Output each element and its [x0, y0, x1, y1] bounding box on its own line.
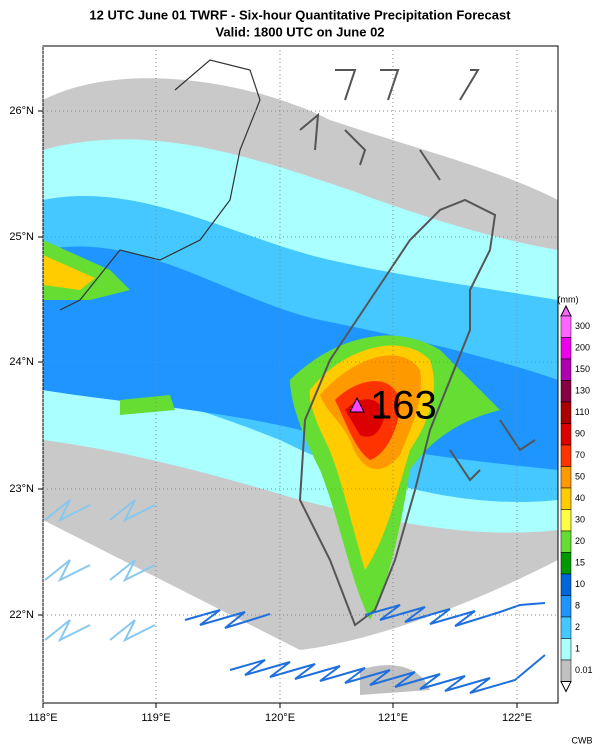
colorbar-box — [560, 573, 572, 596]
colorbar-box — [560, 466, 572, 489]
colorbar-top — [560, 304, 572, 317]
lon-label: 120°E — [265, 712, 295, 724]
lat-label: 26°N — [9, 105, 34, 117]
colorbar-bottom — [560, 681, 572, 693]
map-layer: 163 — [43, 46, 558, 703]
colorbar-box — [560, 423, 572, 446]
subtitle: Valid: 1800 UTC on June 02 — [215, 24, 384, 39]
colorbar-box — [560, 552, 572, 575]
colorbar-label: 0.01 — [575, 665, 593, 675]
colorbar-box — [560, 337, 572, 360]
colorbar-label: 30 — [575, 515, 585, 525]
colorbar-label: 90 — [575, 429, 585, 439]
lon-label: 119°E — [141, 712, 170, 724]
colorbar-unit: (mm) — [558, 294, 579, 304]
wind-barbs — [299, 69, 536, 482]
lat-label: 25°N — [9, 231, 34, 243]
colorbar-box — [560, 358, 572, 381]
colorbar-label: 2 — [575, 622, 580, 632]
colorbar-label: 150 — [575, 364, 590, 374]
colorbar-label: 130 — [575, 386, 590, 396]
colorbar-box — [560, 638, 572, 661]
max-value: 163 — [370, 384, 437, 428]
colorbar-box — [560, 509, 572, 532]
lon-label: 118°E — [28, 712, 57, 724]
lon-label: 121°E — [378, 712, 408, 724]
colorbar-box — [560, 401, 572, 424]
lon-label: 122°E — [502, 712, 532, 724]
colorbar-box — [560, 530, 572, 553]
colorbar-label: 40 — [575, 493, 585, 503]
colorbar-box — [560, 595, 572, 618]
colorbar-box — [560, 315, 572, 338]
lat-label: 22°N — [9, 609, 34, 621]
colorbar-label: 8 — [575, 601, 580, 611]
colorbar-box — [560, 616, 572, 639]
colorbar-label: 15 — [575, 558, 585, 568]
colorbar-box — [560, 487, 572, 510]
colorbar-label: 300 — [575, 321, 590, 331]
colorbar-box — [560, 659, 572, 682]
colorbar-box — [560, 444, 572, 467]
colorbar-box — [560, 380, 572, 403]
colorbar-label: 110 — [575, 407, 589, 417]
colorbar-label: 1 — [575, 644, 580, 654]
lat-label: 24°N — [9, 356, 34, 368]
wind-barbs-south — [184, 602, 546, 694]
colorbar-label: 50 — [575, 472, 585, 482]
wind-barbs-west — [44, 499, 156, 643]
colorbar-label: 20 — [575, 536, 585, 546]
colorbar-label: 70 — [575, 450, 585, 460]
title: 12 UTC June 01 TWRF - Six-hour Quantitat… — [89, 7, 511, 22]
lat-label: 23°N — [9, 483, 34, 495]
credit: CWB — [572, 735, 593, 745]
colorbar-label: 10 — [575, 579, 585, 589]
colorbar-label: 200 — [575, 343, 590, 353]
